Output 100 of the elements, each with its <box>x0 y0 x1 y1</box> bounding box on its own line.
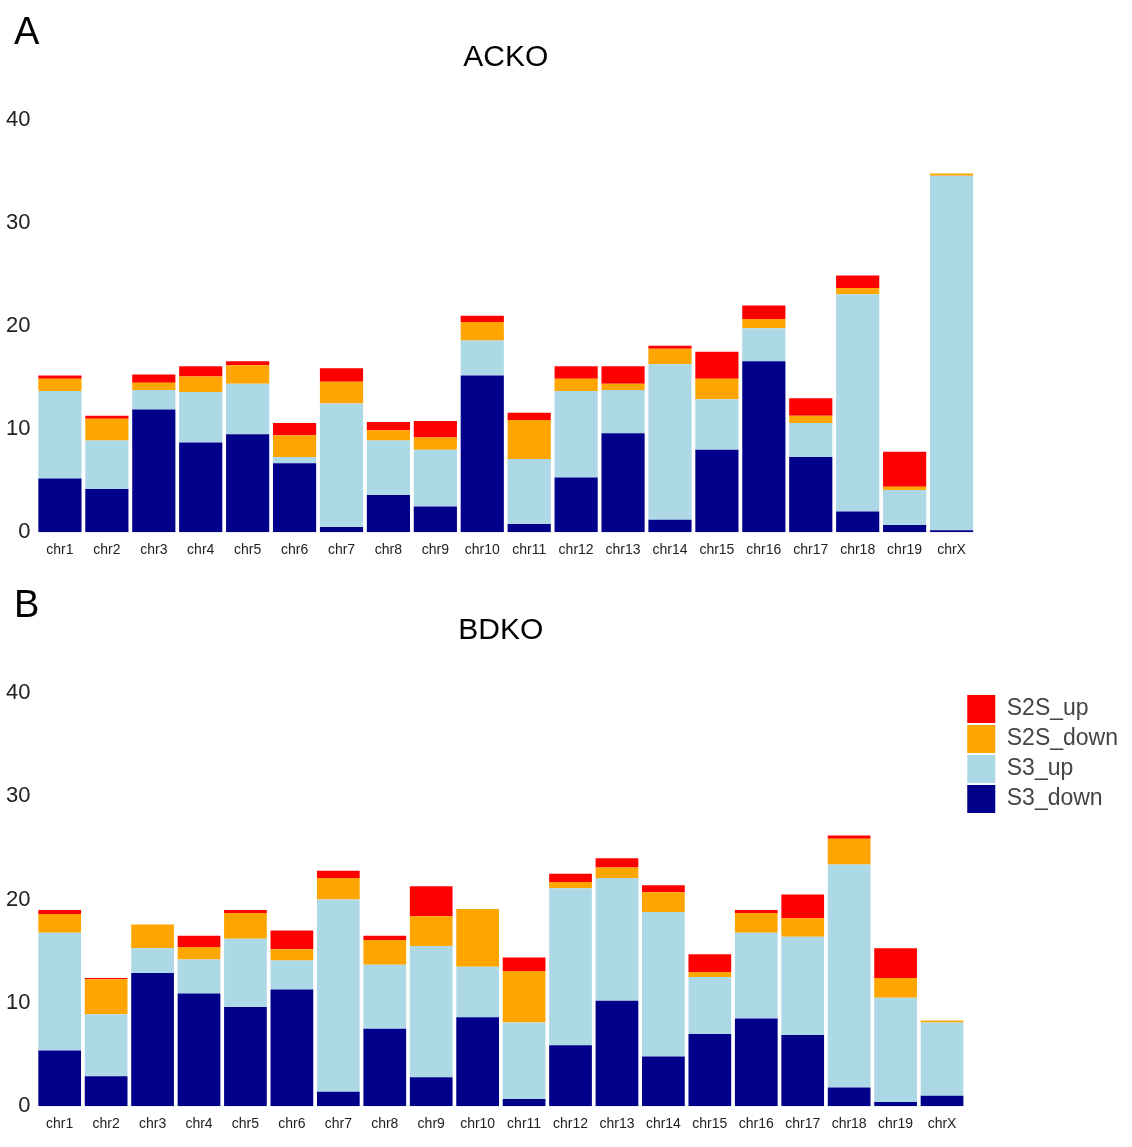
bar <box>224 1007 267 1107</box>
bar <box>554 391 598 478</box>
bar <box>316 899 360 1092</box>
bar <box>366 421 411 431</box>
bar <box>177 959 221 994</box>
bar <box>224 938 267 1008</box>
bar <box>38 914 82 933</box>
bar <box>409 886 453 917</box>
bar <box>507 523 551 533</box>
bar <box>319 527 364 533</box>
bar <box>132 374 176 383</box>
x-tick-label: chr6 <box>278 1115 306 1132</box>
x-tick-label: chr1 <box>46 1115 74 1132</box>
bar <box>695 378 739 400</box>
y-tick-label: 0 <box>18 518 31 544</box>
bar <box>85 488 129 533</box>
legend-label: S2S_down <box>1006 724 1118 751</box>
bar <box>272 435 317 457</box>
bar <box>179 392 223 443</box>
bar <box>177 993 221 1107</box>
bar <box>920 1020 964 1023</box>
bar <box>648 345 692 349</box>
x-tick-label: chr9 <box>417 1115 446 1132</box>
bar <box>363 1028 407 1107</box>
bar <box>874 997 917 1103</box>
bar <box>85 415 129 419</box>
bar <box>554 477 598 533</box>
bar <box>413 420 457 438</box>
bar <box>413 437 457 450</box>
x-tick-label: chr14 <box>652 541 688 558</box>
x-tick-label: chr17 <box>785 1115 821 1132</box>
bar <box>827 864 871 1088</box>
bar <box>642 1056 685 1107</box>
bar <box>131 972 174 1107</box>
x-tick-label: chr5 <box>231 1115 260 1132</box>
bar <box>316 1091 360 1107</box>
legend-label: S2S_up <box>1006 694 1089 721</box>
x-tick-label: chr10 <box>460 1115 496 1132</box>
bar <box>929 175 974 531</box>
bar <box>316 870 360 878</box>
x-tick-label: chr12 <box>558 541 594 558</box>
y-tick-label: 30 <box>5 209 31 235</box>
bar <box>319 403 364 528</box>
bar <box>781 894 825 919</box>
bar <box>226 434 270 533</box>
bar <box>595 858 639 868</box>
bar <box>642 885 685 893</box>
x-tick-label: chr18 <box>840 541 876 558</box>
bar <box>601 389 645 434</box>
x-tick-label: chr17 <box>793 541 829 558</box>
bar <box>502 1098 546 1107</box>
bar <box>642 892 685 912</box>
x-tick-label: chr14 <box>645 1115 682 1132</box>
bar <box>883 486 927 490</box>
bar <box>601 433 645 533</box>
bar <box>507 412 551 420</box>
x-tick-label: chr8 <box>374 541 403 558</box>
bar <box>366 440 411 496</box>
bar <box>883 451 927 487</box>
bar <box>456 966 499 1018</box>
bar <box>688 977 732 1034</box>
x-tick-label: chr12 <box>553 1115 589 1132</box>
bar <box>874 948 917 979</box>
bar <box>695 399 739 450</box>
bar <box>502 957 546 971</box>
bar <box>695 449 739 533</box>
bar <box>272 463 317 533</box>
bar <box>84 979 128 1015</box>
bar <box>549 882 592 889</box>
bar <box>226 383 270 435</box>
bar <box>363 939 407 965</box>
bar <box>507 419 551 460</box>
bar <box>781 918 825 937</box>
bar <box>85 418 129 441</box>
bar <box>688 954 732 972</box>
x-tick-label: chr16 <box>738 1115 774 1132</box>
bar <box>84 1014 128 1077</box>
bar <box>366 430 411 441</box>
bar <box>319 381 364 404</box>
x-tick-label: chr4 <box>187 541 215 558</box>
bar <box>920 1095 964 1107</box>
x-tick-label: chr6 <box>280 541 309 558</box>
x-tick-label: chr5 <box>234 541 262 558</box>
bar <box>270 989 314 1107</box>
bar <box>131 924 174 949</box>
legend-label: S3_down <box>1006 784 1103 811</box>
bar <box>929 173 974 176</box>
bar <box>648 364 692 520</box>
x-tick-label: chr19 <box>887 541 923 558</box>
bar <box>827 838 871 865</box>
bar <box>874 1102 917 1107</box>
legend-label: S3_up <box>1006 754 1074 781</box>
bar <box>132 389 176 410</box>
x-tick-label: chrX <box>927 1115 958 1132</box>
x-tick-label: chr9 <box>421 541 450 558</box>
bar <box>85 440 129 489</box>
bar <box>502 1022 546 1099</box>
bar <box>789 415 833 423</box>
bar <box>409 946 453 1078</box>
bar <box>224 909 267 914</box>
